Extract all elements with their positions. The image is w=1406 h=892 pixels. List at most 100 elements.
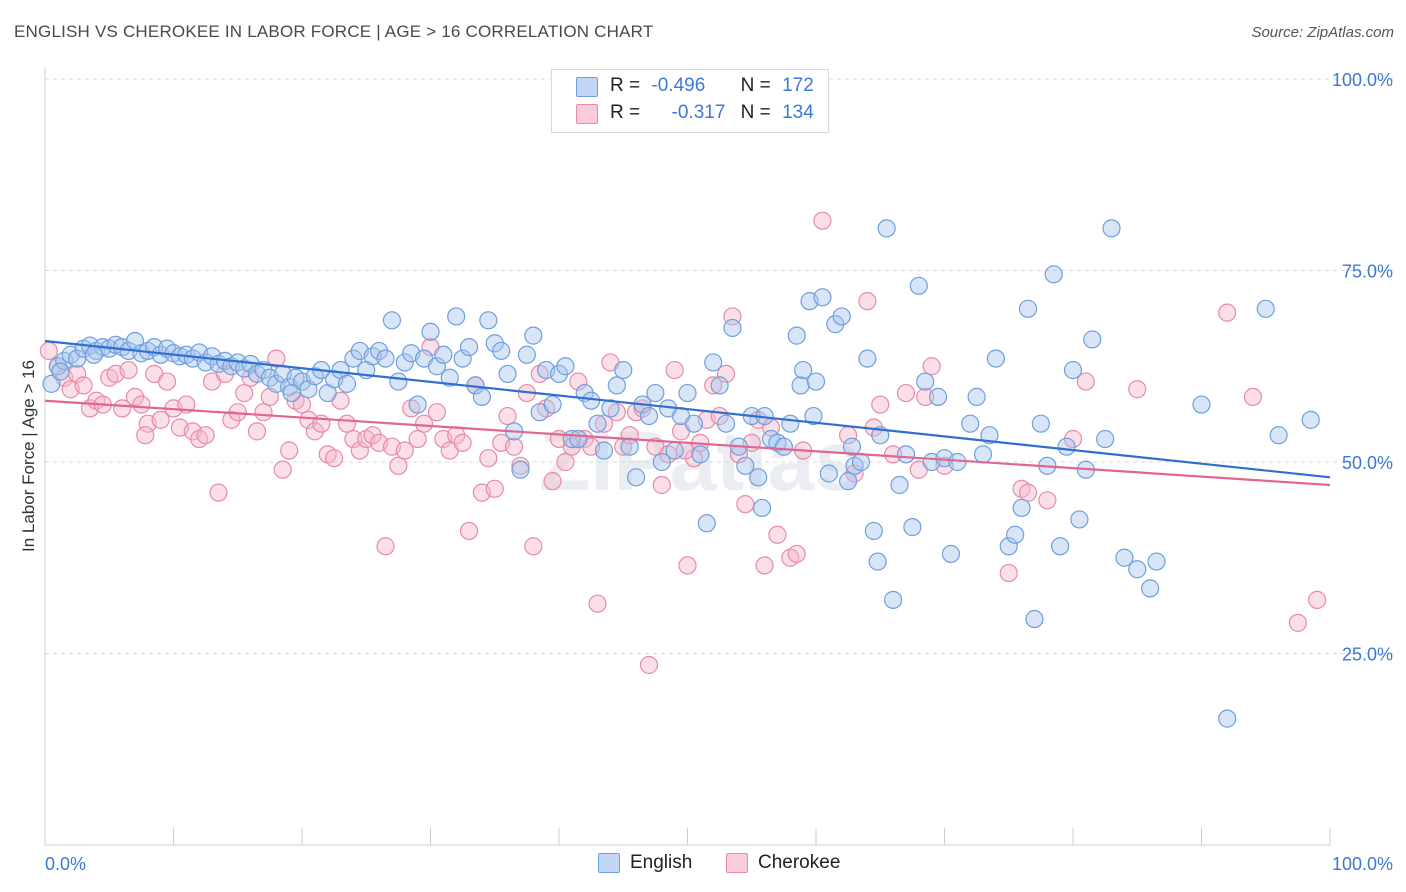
cherokee-point [479, 449, 498, 468]
english-point [973, 445, 993, 464]
cherokee-point [768, 525, 787, 544]
english-point [389, 372, 408, 391]
english-point [498, 364, 517, 384]
english-point [421, 322, 440, 341]
english-point [941, 544, 961, 564]
english-point [614, 360, 633, 380]
english-point [447, 307, 466, 326]
cherokee-point [74, 376, 93, 395]
cherokee-point [280, 441, 299, 460]
english-point [691, 445, 710, 464]
cherokee-point [485, 479, 504, 498]
english-point [787, 326, 806, 345]
english-legend-label: English [630, 852, 693, 873]
cherokee-legend-label: Cherokee [758, 852, 841, 873]
y-tick-label: 25.0% [1342, 645, 1393, 665]
correlation-legend: R = -0.496 N = 172 R = -0.317 N = 134 [551, 69, 829, 133]
english-point [967, 387, 986, 406]
english-point [684, 414, 704, 433]
english-point [282, 383, 301, 403]
english-point [928, 387, 948, 406]
english-point [896, 445, 916, 464]
cherokee-point [1018, 483, 1038, 502]
english-point [1140, 579, 1160, 598]
english-n-label: N = [740, 75, 771, 96]
english-r-value: -0.496 [651, 75, 706, 96]
english-point [883, 590, 903, 609]
english-point [842, 437, 862, 456]
english-point [607, 376, 626, 395]
cherokee-point [504, 437, 524, 456]
english-point [916, 372, 935, 391]
cherokee-point [119, 360, 138, 380]
english-point [781, 414, 800, 433]
cherokee-point [273, 460, 292, 479]
cherokee-point [639, 655, 659, 675]
english-point [337, 374, 357, 393]
english-point [511, 460, 530, 479]
english-point [1070, 510, 1089, 529]
english-point [376, 349, 395, 368]
english-point [620, 437, 639, 456]
english-point [1006, 525, 1025, 544]
cherokee-n-value: 134 [782, 102, 814, 123]
english-point [626, 468, 646, 487]
y-tick-labels: 25.0% 50.0% 75.0% 100.0% [1332, 70, 1393, 665]
english-point [472, 387, 491, 406]
cherokee-point [524, 537, 543, 556]
english-point [453, 349, 472, 368]
cherokee-point [1218, 303, 1237, 322]
english-trend-line [44, 339, 1331, 479]
cherokee-point [871, 395, 890, 414]
english-point [1147, 552, 1166, 571]
cherokee-point [813, 211, 832, 230]
english-point [1269, 426, 1288, 445]
cherokee-point [459, 521, 479, 541]
english-point [736, 456, 755, 475]
cherokee-point [704, 376, 723, 395]
english-point [588, 414, 607, 433]
english-point [909, 276, 928, 295]
english-point [1025, 609, 1044, 629]
cherokee-point [112, 399, 132, 418]
english-point [51, 362, 70, 381]
cherokee-point [556, 452, 575, 472]
english-point [749, 468, 768, 487]
english-point [858, 349, 877, 368]
english-point [1057, 437, 1076, 456]
english-point [427, 357, 447, 376]
english-point [1192, 395, 1211, 414]
cherokee-point [196, 426, 215, 445]
english-point [752, 498, 772, 518]
cherokee-point [209, 483, 228, 502]
english-point [723, 318, 742, 338]
english-point [697, 514, 716, 533]
english-point [804, 406, 823, 426]
cherokee-point [39, 341, 58, 361]
cherokee-point [896, 383, 916, 403]
cherokee-point [543, 472, 562, 491]
english-n-value: 172 [782, 75, 814, 96]
english-point [459, 338, 479, 357]
english-point [813, 288, 832, 307]
english-point [1031, 414, 1050, 433]
english-point [652, 452, 671, 472]
cherokee-point [652, 475, 671, 495]
cherokee-point [858, 292, 877, 311]
cherokee-point [254, 403, 273, 422]
chart-title: ENGLISH VS CHEROKEE IN LABOR FORCE | AGE… [14, 22, 654, 41]
english-point [832, 307, 851, 326]
x-tick-label-max: 100.0% [1332, 854, 1393, 874]
english-point [890, 475, 909, 495]
cherokee-point [1038, 491, 1057, 510]
cherokee-point [325, 449, 344, 468]
english-point [594, 441, 614, 460]
english-point [806, 372, 826, 391]
english-point [868, 552, 887, 571]
english-point [794, 360, 813, 380]
cherokee-r-label: R = [610, 102, 641, 123]
english-point [980, 426, 999, 445]
cherokee-point [151, 410, 170, 429]
y-tick-label: 50.0% [1342, 453, 1393, 473]
english-point [1128, 560, 1147, 579]
